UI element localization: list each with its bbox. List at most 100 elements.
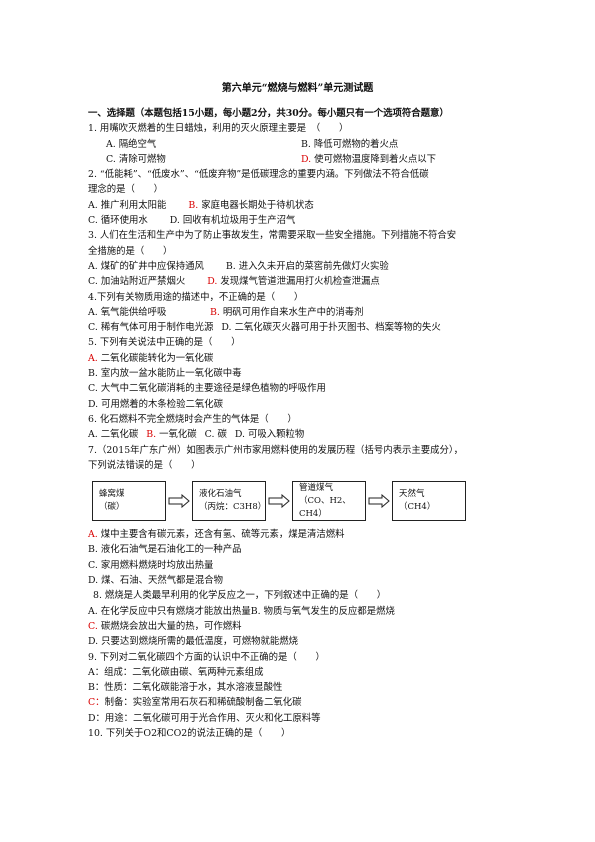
text: C. xyxy=(106,153,116,165)
stem: 全措施的是（ ） xyxy=(88,245,173,257)
stem: 10. 下列关于O2和CO2的说法正确的是（ ） xyxy=(88,727,291,739)
stem: 3. 人们在生活和生产中为了防止事故发生，常需要采取一些安全措施。下列措施不符合… xyxy=(88,230,457,242)
stem: 下列说法错误的是（ ） xyxy=(88,459,201,471)
option: C. 加油站附近严禁烟火 xyxy=(88,274,185,289)
text: B. xyxy=(188,199,199,211)
option: D. 煤、石油、天然气都是混合物 xyxy=(88,573,223,588)
option: C. 家用燃料燃烧时均放出热量 xyxy=(88,558,213,573)
option: A. 在化学反应中只有燃烧才能放出热量 xyxy=(88,604,251,619)
option: D. 使可燃物温度降到着火点以下 xyxy=(301,152,436,167)
text: 加油站附近严禁烟火 xyxy=(100,276,186,288)
text: 用途：二氧化碳可用于光合作用、灭火和化工原料等 xyxy=(104,712,321,724)
option: B. 一氧化碳 xyxy=(146,427,196,442)
text: C. xyxy=(88,383,98,395)
text: D. xyxy=(234,429,246,441)
stem: 9. 下列对二氧化碳四个方面的认识中不正确的是（ ） xyxy=(88,651,325,663)
text: B. xyxy=(210,306,220,318)
option: B. 液化石油气是石油化工的一种产品 xyxy=(88,542,242,557)
text: A： xyxy=(88,666,105,678)
text: （CH4） xyxy=(399,502,436,513)
text: 循环使用水 xyxy=(100,215,148,227)
stem: 2. “低能耗”、“低废水”、“低废弃物”是低碳理念的重要内涵。下列做法不符合低… xyxy=(88,169,429,181)
text: 天然气 xyxy=(399,489,425,500)
text: 家庭电器长期处于待机状态 xyxy=(201,199,314,211)
text: 使可燃物温度降到着火点以下 xyxy=(314,153,437,165)
option: A. 隔绝空气 xyxy=(106,137,283,152)
text: C. xyxy=(88,620,98,632)
text: D. xyxy=(207,276,218,288)
text: D. xyxy=(88,636,99,648)
text: 一氧化碳 xyxy=(159,429,197,441)
option: A. 二氧化碳能转化为一氧化碳 xyxy=(88,351,213,366)
stem: 理念的是（ ） xyxy=(88,184,164,196)
text: 二氧化碳 xyxy=(100,429,139,441)
text: 煤中主要含有碳元素，还含有氢、硫等元素，煤是清洁燃料 xyxy=(100,529,345,541)
text: A. xyxy=(88,306,98,318)
text: 发现煤气管道泄漏用打火机检查泄漏点 xyxy=(220,276,380,288)
text: C. xyxy=(88,559,98,571)
option: B. 降低可燃物的着火点 xyxy=(301,137,398,152)
text: D. xyxy=(88,398,99,410)
option: C. 清除可燃物 xyxy=(106,152,283,167)
option: C：制备：实验室常用石灰石和稀硫酸制备二氧化碳 xyxy=(88,695,301,710)
text: 煤矿的矿井中应保持通风 xyxy=(100,260,204,272)
option: B. 明矾可用作自来水生产中的消毒剂 xyxy=(210,305,364,320)
text: A. xyxy=(88,260,98,272)
text: 清除可燃物 xyxy=(118,153,166,165)
option: A. 二氧化碳 xyxy=(88,427,138,442)
title: 第六单元“燃烧与燃料”单元测试题 xyxy=(221,83,374,94)
text: 液化石油气 xyxy=(199,489,242,500)
option: A. 煤矿的矿井中应保持通风 xyxy=(88,259,204,274)
text: D. xyxy=(169,215,180,227)
text: 煤、石油、天然气都是混合物 xyxy=(101,575,224,587)
stem: 8. 燃烧是人类最早利用的化学反应之一，下列叙述中正确的是（ ） xyxy=(93,590,387,602)
text: 明矾可用作自来水生产中的消毒剂 xyxy=(222,306,364,318)
option: D. 可用燃着的木条检验二氧化碳 xyxy=(88,397,223,412)
text: B. xyxy=(88,544,98,556)
text: B. xyxy=(250,605,261,617)
text: （碳） xyxy=(99,502,125,513)
option: D. 发现煤气管道泄漏用打火机检查泄漏点 xyxy=(207,274,380,289)
option: B：性质：二氧化碳能溶于水，其水溶液显酸性 xyxy=(88,680,282,695)
option: B. 家庭电器长期处于待机状态 xyxy=(188,198,313,213)
fuel-box: 液化石油气 （丙烷：C3H8） xyxy=(192,481,266,522)
text: D： xyxy=(88,712,105,724)
text: 氧气能供给呼吸 xyxy=(100,306,167,318)
fuel-box: 管道煤气 （CO、H2、CH4） xyxy=(292,481,366,522)
text: 碳燃烧会放出大量的热，可作燃料 xyxy=(100,620,242,632)
text: 回收有机垃圾用于生产沼气 xyxy=(182,215,296,227)
stem: 5. 下列有关说法中正确的是（ ） xyxy=(88,337,241,349)
text: B： xyxy=(88,682,105,694)
option: B. 室内放一盆水能防止一氧化碳中毒 xyxy=(88,366,242,381)
option: C. 循环使用水 xyxy=(88,213,148,228)
option: D. 回收有机垃圾用于生产沼气 xyxy=(170,213,296,228)
option: A：组成：二氧化碳由碳、氧两种元素组成 xyxy=(88,665,264,680)
option: C. 大气中二氧化碳消耗的主要途径是绿色植物的呼吸作用 xyxy=(88,381,326,396)
text: D. xyxy=(221,322,232,334)
text: B. xyxy=(88,368,98,380)
text: 组成：二氧化碳由碳、氧两种元素组成 xyxy=(104,666,264,678)
text: 制备：实验室常用石灰石和稀硫酸制备二氧化碳 xyxy=(104,697,302,709)
text: 家用燃料燃烧时均放出热量 xyxy=(100,559,214,571)
option: D：用途：二氧化碳可用于光合作用、灭火和化工原料等 xyxy=(88,711,321,726)
text: 进入久未开启的菜窖前先做灯火实验 xyxy=(238,260,389,272)
text: C. xyxy=(88,322,98,334)
stem: 4.下列有关物质用途的描述中，不正确的是（ ） xyxy=(88,291,304,303)
text: C. xyxy=(88,215,98,227)
text: 管道煤气 xyxy=(299,482,334,493)
text: 大气中二氧化碳消耗的主要途径是绿色植物的呼吸作用 xyxy=(100,383,326,395)
option: D. 可吸入颗粒物 xyxy=(235,427,304,442)
option: D. 只要达到燃烧所需的最低温度，可燃物就能燃烧 xyxy=(88,634,298,649)
stem: 7.（2015年广东广州）如图表示广州市家用燃料使用的发展历程（括号内表示主要成… xyxy=(88,444,463,456)
text: 稀有气体可用于制作电光源 xyxy=(100,322,214,334)
text: D. xyxy=(301,153,312,165)
text: 在化学反应中只有燃烧才能放出热量 xyxy=(100,605,251,617)
text: C. xyxy=(204,429,215,441)
text: B. xyxy=(225,260,236,272)
text: 蜂窝煤 xyxy=(99,489,125,500)
stem: 1. 用嘴吹灭燃着的生日蜡烛，利用的灭火原理主要是 （ ） xyxy=(88,123,349,135)
text: C. xyxy=(88,276,98,288)
option: C. 碳 xyxy=(205,427,227,442)
text: B. xyxy=(146,429,157,441)
text: 二氧化碳能转化为一氧化碳 xyxy=(100,352,214,364)
